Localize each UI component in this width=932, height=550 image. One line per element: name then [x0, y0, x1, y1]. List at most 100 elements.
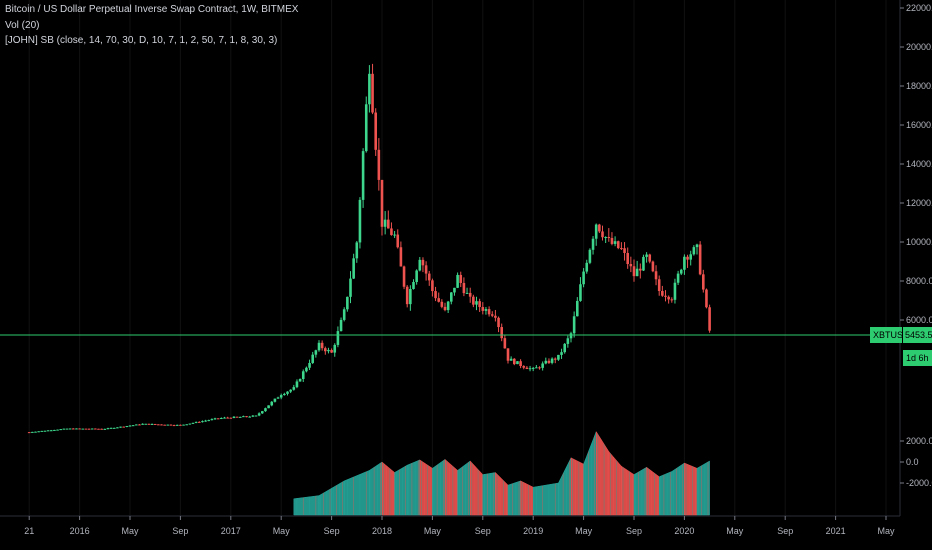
- candle-body: [213, 418, 217, 420]
- time-tick-label: 2017: [221, 526, 241, 536]
- candle-body: [333, 344, 337, 353]
- osc-area-segment: [331, 480, 345, 516]
- osc-area-segment: [457, 460, 471, 516]
- candle-body: [525, 367, 529, 369]
- osc-area-segment: [621, 465, 635, 516]
- time-tick-label: 2019: [523, 526, 543, 536]
- time-tick-label: 2016: [70, 526, 90, 536]
- osc-area-segment: [532, 482, 559, 516]
- time-tick-label: May: [273, 526, 291, 536]
- candle-body: [383, 219, 387, 227]
- candle-body: [380, 179, 384, 227]
- candle-body: [119, 426, 122, 428]
- osc-area-segment: [495, 471, 509, 516]
- time-tick-label: Sep: [172, 526, 188, 536]
- candle-body: [238, 416, 242, 418]
- candle-body: [94, 428, 97, 430]
- candle-body: [560, 352, 563, 355]
- candle-body: [572, 316, 576, 334]
- candle-body: [405, 286, 409, 305]
- osc-area-segment: [658, 471, 673, 516]
- candle-body: [371, 73, 374, 113]
- candle-body: [708, 307, 711, 331]
- candle-body: [676, 273, 680, 283]
- candle-body: [72, 428, 75, 430]
- candle-body: [37, 431, 40, 433]
- osc-area-segment: [419, 459, 433, 516]
- osc-area-segment: [671, 462, 685, 516]
- time-tick-label: Sep: [777, 526, 793, 536]
- time-tick-label: Sep: [324, 526, 340, 536]
- candle-body: [374, 112, 377, 150]
- time-tick-label: 2018: [372, 526, 392, 536]
- osc-area-segment: [369, 461, 383, 516]
- candle-body: [358, 199, 362, 243]
- osc-tick-label: -2000.0: [906, 478, 932, 488]
- candle-body: [465, 292, 469, 294]
- time-tick-label: 21: [24, 526, 34, 536]
- candle-body: [339, 319, 343, 332]
- candle-body: [478, 301, 481, 308]
- candle-body: [355, 242, 359, 259]
- indicator-legend[interactable]: [JOHN] SB (close, 14, 70, 30, D, 10, 7, …: [5, 35, 278, 46]
- osc-area-segment: [595, 430, 610, 516]
- candle-body: [544, 360, 548, 364]
- candle-body: [576, 300, 579, 317]
- candle-body: [257, 413, 261, 416]
- candle-body: [295, 381, 299, 388]
- candle-body: [462, 282, 466, 294]
- candle-body: [604, 237, 607, 239]
- candle-body: [513, 358, 516, 365]
- candle-body: [182, 424, 185, 426]
- candle-body: [163, 424, 166, 426]
- candle-body: [661, 291, 664, 296]
- candle-body: [683, 256, 686, 270]
- candle-body: [484, 309, 488, 311]
- osc-area-segment: [394, 464, 408, 516]
- candle-body: [204, 420, 207, 422]
- candle-body: [270, 401, 274, 406]
- price-tick-label: 20000.0: [906, 42, 932, 52]
- candle-body: [68, 428, 72, 430]
- price-tick-label: 12000.0: [906, 198, 932, 208]
- volume-legend[interactable]: Vol (20): [5, 20, 40, 31]
- candle-body: [216, 418, 220, 420]
- candle-body: [273, 398, 277, 402]
- osc-area-segment: [646, 466, 660, 516]
- candle-body: [550, 358, 554, 363]
- candle-body: [657, 279, 661, 292]
- candle-body: [135, 424, 138, 426]
- candle-body: [336, 331, 340, 345]
- candle-body: [667, 296, 670, 300]
- candle-body: [100, 428, 103, 430]
- candle-body: [81, 428, 85, 430]
- candle-body: [368, 73, 371, 105]
- candle-body: [393, 234, 396, 236]
- price-badge: XBTUSD 5453.5 1d 6h: [870, 327, 932, 366]
- osc-area-segment: [432, 458, 446, 516]
- candle-body: [412, 281, 415, 289]
- candle-body: [610, 238, 614, 244]
- candle-body: [582, 271, 585, 285]
- candle-body: [198, 421, 201, 423]
- candle-body: [46, 430, 50, 432]
- candle-body: [75, 428, 78, 430]
- time-tick-label: May: [121, 526, 139, 536]
- candle-body: [689, 254, 692, 260]
- candle-body: [437, 298, 440, 302]
- candle-body: [327, 349, 330, 352]
- time-tick-label: Sep: [475, 526, 491, 536]
- candle-body: [613, 241, 617, 244]
- candle-body: [305, 367, 308, 372]
- candle-body: [242, 416, 245, 418]
- candle-body: [450, 292, 453, 302]
- candle-body: [399, 247, 403, 267]
- candle-body: [500, 327, 503, 339]
- candle-body: [179, 424, 182, 426]
- candle-body: [276, 397, 280, 399]
- price-tick-label: 14000.0: [906, 159, 932, 169]
- candle-body: [56, 429, 59, 431]
- price-tick-label: 8000.0: [906, 276, 932, 286]
- symbol-title[interactable]: Bitcoin / US Dollar Perpetual Inverse Sw…: [5, 4, 299, 15]
